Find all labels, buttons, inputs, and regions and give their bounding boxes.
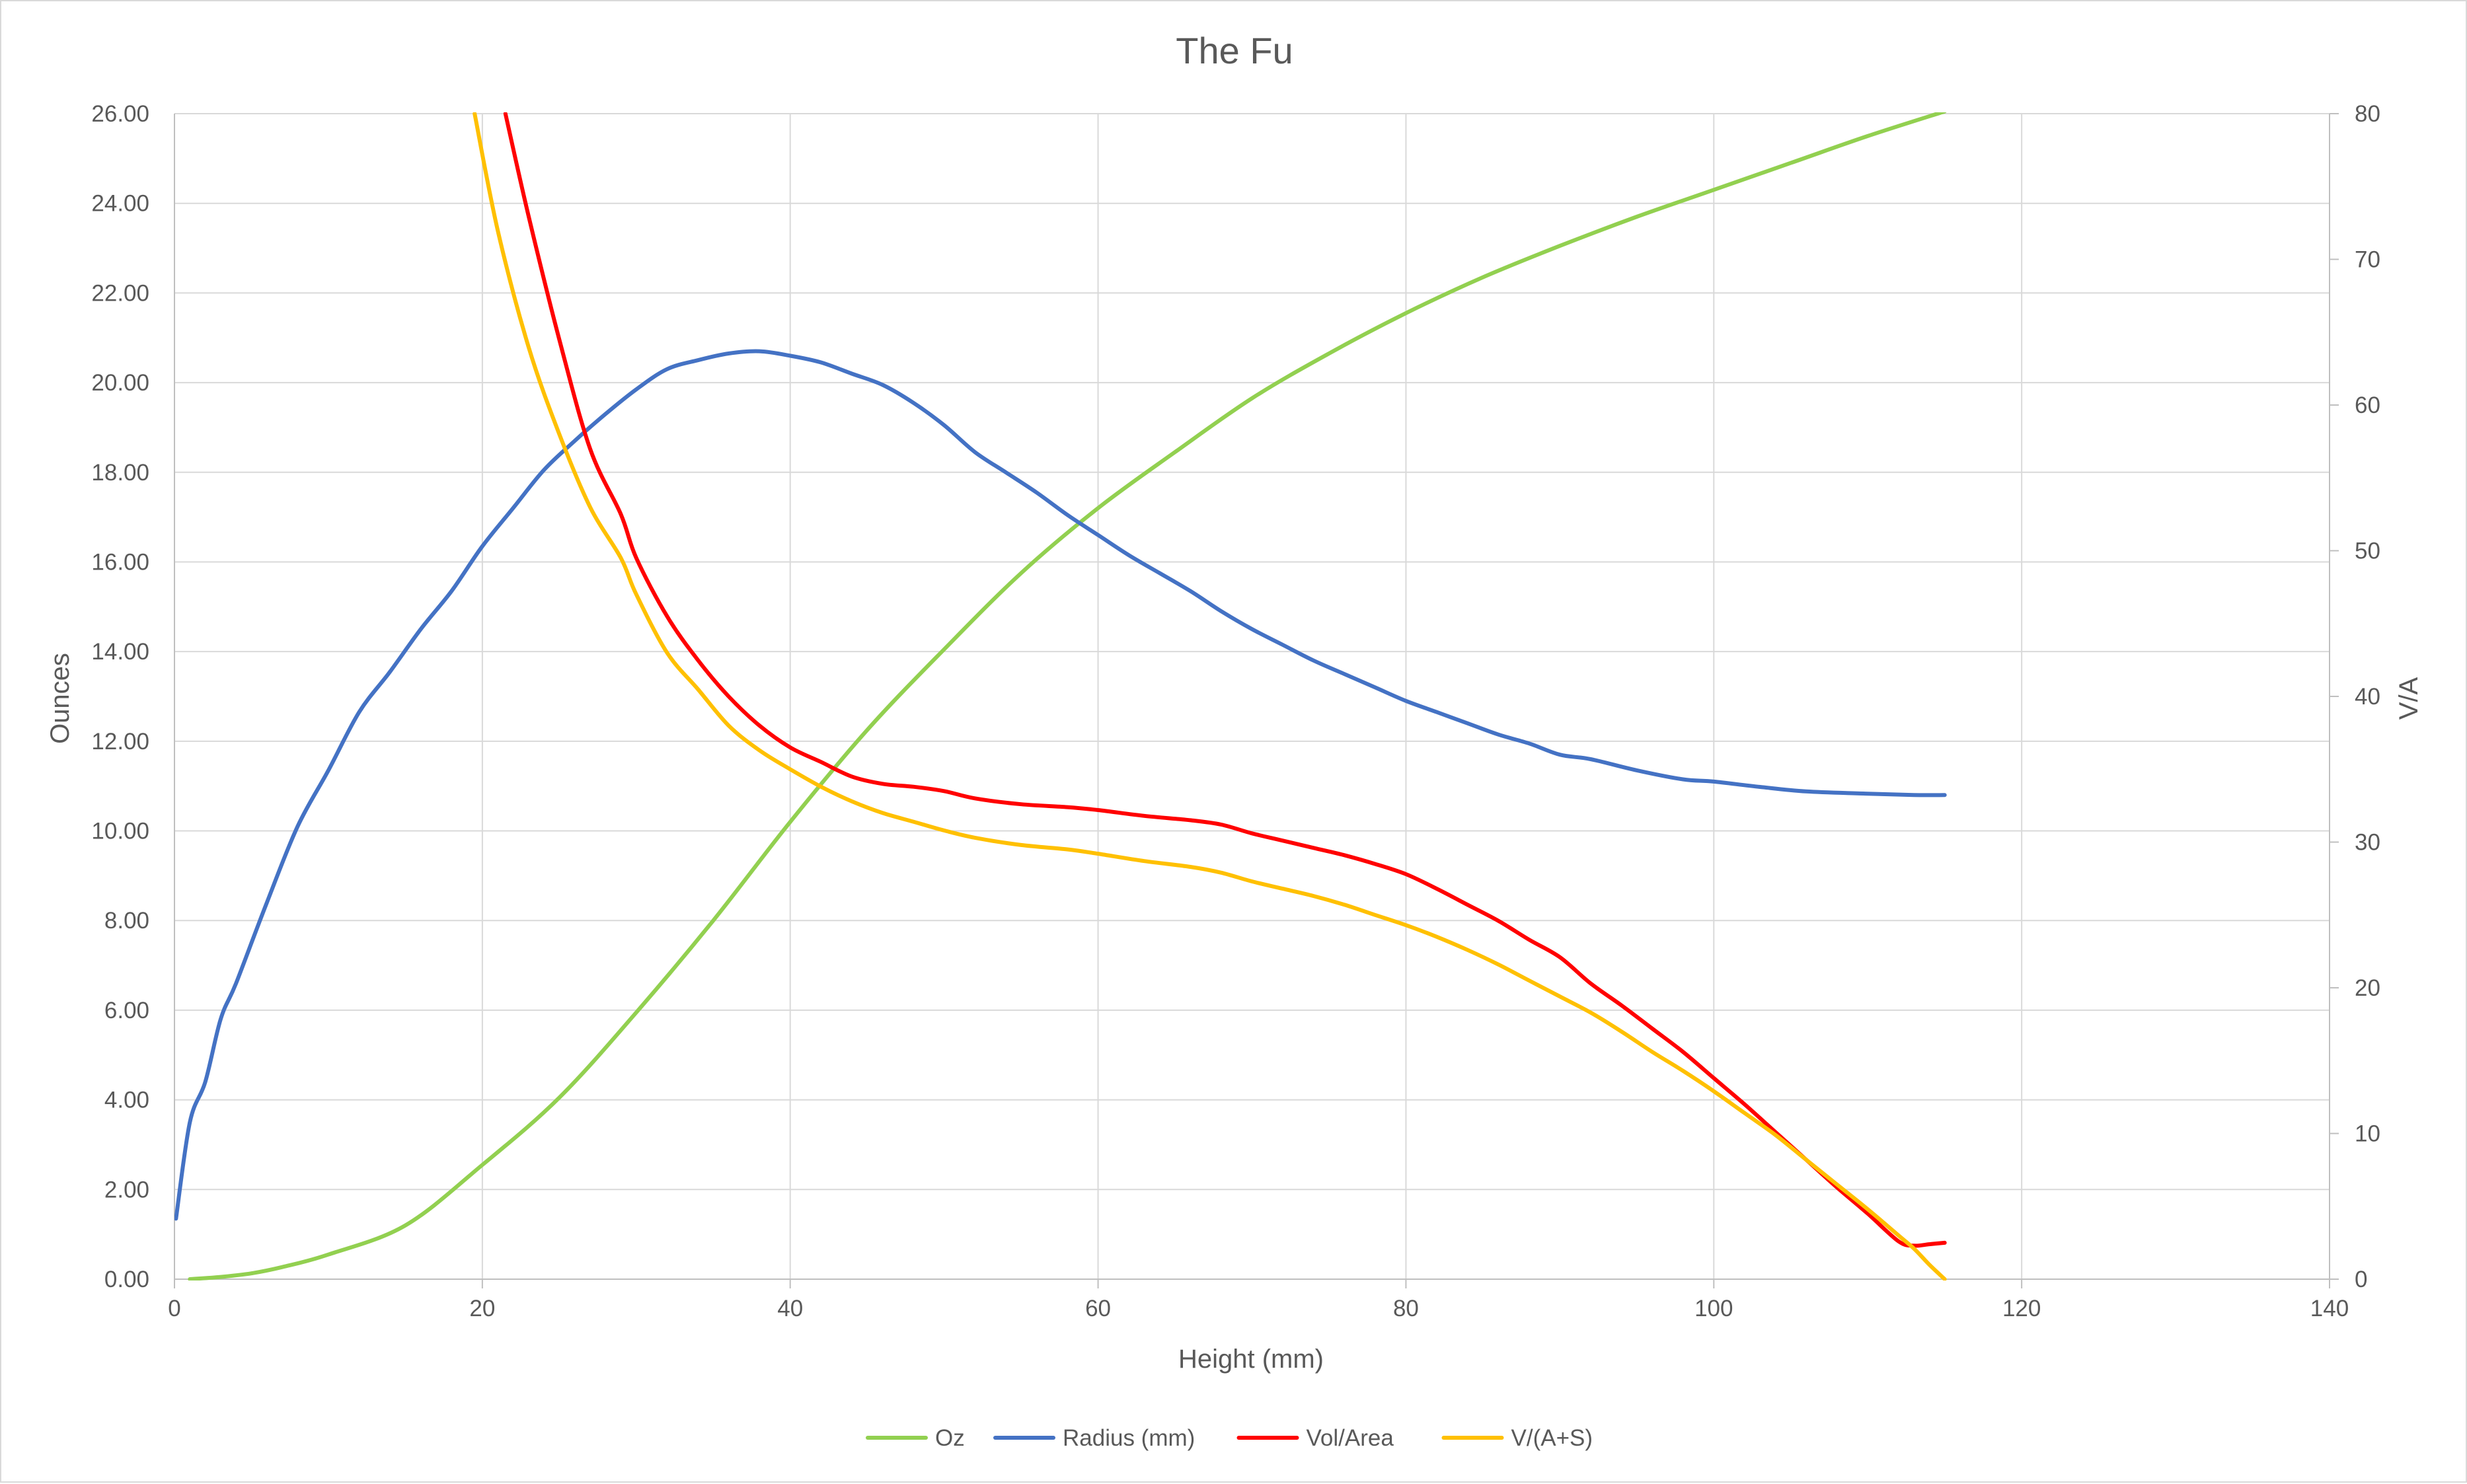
legend-item: Radius (mm): [993, 1425, 1195, 1451]
y-tick-label: 18.00: [91, 460, 149, 486]
y2-tick-label: 50: [2355, 538, 2380, 564]
series-line-radius-mm: [174, 349, 1947, 1221]
legend: Oz Radius (mm) Vol/Area V/(A+S): [866, 1425, 1593, 1451]
chart-title: The Fu: [1176, 30, 1293, 71]
x-tick-label: 120: [2002, 1296, 2041, 1321]
series-line-v-a-s: [473, 112, 1947, 1280]
y-tick-label: 24.00: [91, 191, 149, 217]
y2-tick-label: 70: [2355, 247, 2380, 273]
x-tick-label: 140: [2310, 1296, 2349, 1321]
x-tick-label: 100: [1694, 1296, 1733, 1321]
axes: [174, 113, 2339, 1288]
gridlines: [174, 113, 2330, 1280]
series-line-vol-area: [503, 112, 1947, 1248]
legend-item: Oz: [866, 1425, 965, 1451]
legend-item: Vol/Area: [1236, 1425, 1394, 1451]
series-lines: [174, 112, 1947, 1280]
y-tick-label: 0.00: [104, 1267, 149, 1292]
x-tick-label: 20: [469, 1296, 495, 1321]
y-tick-label: 16.00: [91, 549, 149, 575]
y2-tick-label: 10: [2355, 1121, 2380, 1147]
y-tick-label: 2.00: [104, 1177, 149, 1203]
legend-item: V/(A+S): [1441, 1425, 1593, 1451]
y2-axis-title: V/A: [2394, 677, 2423, 720]
x-axis-title: Height (mm): [1178, 1345, 1324, 1374]
legend-label: Oz: [935, 1425, 965, 1451]
y-tick-label: 14.00: [91, 639, 149, 665]
y2-tick-label: 40: [2355, 684, 2380, 710]
x-tick-label: 40: [777, 1296, 803, 1321]
x-tick-label: 80: [1393, 1296, 1419, 1321]
y2-tick-label: 20: [2355, 975, 2380, 1001]
series-line-oz: [188, 112, 1947, 1280]
x-tick-label: 60: [1085, 1296, 1111, 1321]
y-tick-label: 10.00: [91, 819, 149, 844]
y-tick-label: 12.00: [91, 729, 149, 755]
x-tick-labels: 0 20 40 60 80 100 120 140: [168, 1296, 2349, 1321]
y2-tick-labels: 0 10 20 30 40 50 60 70 80: [2355, 101, 2380, 1292]
y-tick-label: 6.00: [104, 998, 149, 1023]
y2-tick-label: 0: [2355, 1267, 2367, 1292]
y-tick-label: 22.00: [91, 280, 149, 306]
x-tick-label: 0: [168, 1296, 180, 1321]
y2-tick-label: 30: [2355, 830, 2380, 856]
y-tick-label: 20.00: [91, 370, 149, 396]
legend-label: Radius (mm): [1063, 1425, 1195, 1451]
y-tick-labels: 0.00 2.00 4.00 6.00 8.00 10.00 12.00 14.00 16.00…: [91, 101, 149, 1292]
y-tick-label: 26.00: [91, 101, 149, 127]
y-tick-label: 8.00: [104, 908, 149, 934]
y2-tick-label: 60: [2355, 392, 2380, 418]
y-axis-title: Ounces: [46, 653, 75, 744]
legend-label: V/(A+S): [1511, 1425, 1593, 1451]
y2-tick-label: 80: [2355, 101, 2380, 127]
y-tick-label: 4.00: [104, 1088, 149, 1113]
legend-label: Vol/Area: [1307, 1425, 1394, 1451]
